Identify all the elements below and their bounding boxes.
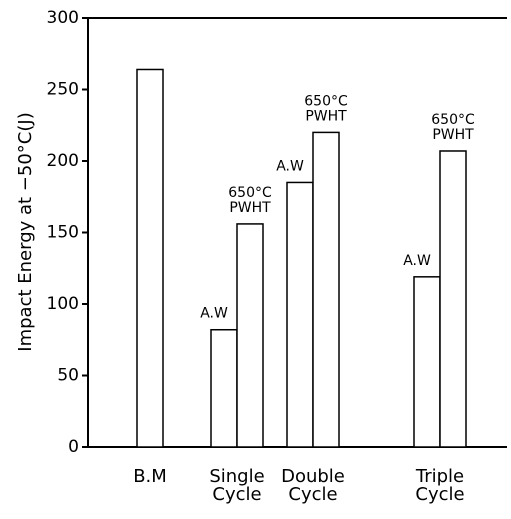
- x-tick-label: Cycle: [288, 484, 337, 505]
- bar: [439, 150, 467, 448]
- y-tick-label: 200: [47, 151, 79, 171]
- bar: [136, 68, 164, 448]
- x-tick-label: Triple: [415, 466, 464, 487]
- bar: [286, 181, 314, 448]
- x-tick-label: B.M: [133, 466, 167, 487]
- bar-annotation: PWHT: [305, 108, 347, 124]
- x-tick-label: Cycle: [212, 484, 261, 505]
- y-tick-label: 300: [47, 8, 79, 28]
- bar-annotation: 650°C: [304, 93, 348, 109]
- y-tick-label: 50: [57, 366, 79, 386]
- bar-annotation: 650°C: [228, 185, 272, 201]
- x-tick-label: Single: [209, 466, 264, 487]
- bar-annotation: PWHT: [229, 200, 271, 216]
- bar: [413, 276, 441, 448]
- y-axis-label: Impact Energy at −50°C(J): [15, 112, 36, 351]
- bar-annotation: A.W: [276, 158, 304, 174]
- y-tick-label: 150: [47, 223, 79, 243]
- bar-annotation: A.W: [200, 306, 228, 322]
- y-tick-label: 250: [47, 80, 79, 100]
- bar: [236, 223, 264, 448]
- x-tick-label: Double: [281, 466, 345, 487]
- bar-annotation: A.W: [403, 253, 431, 269]
- x-tick-label: Cycle: [415, 484, 464, 505]
- y-tick-label: 100: [47, 294, 79, 314]
- bar-annotation: PWHT: [432, 127, 474, 143]
- bar-annotation: 650°C: [431, 112, 475, 128]
- y-tick-label: 0: [68, 437, 79, 457]
- bar: [312, 131, 340, 448]
- bar: [210, 328, 238, 448]
